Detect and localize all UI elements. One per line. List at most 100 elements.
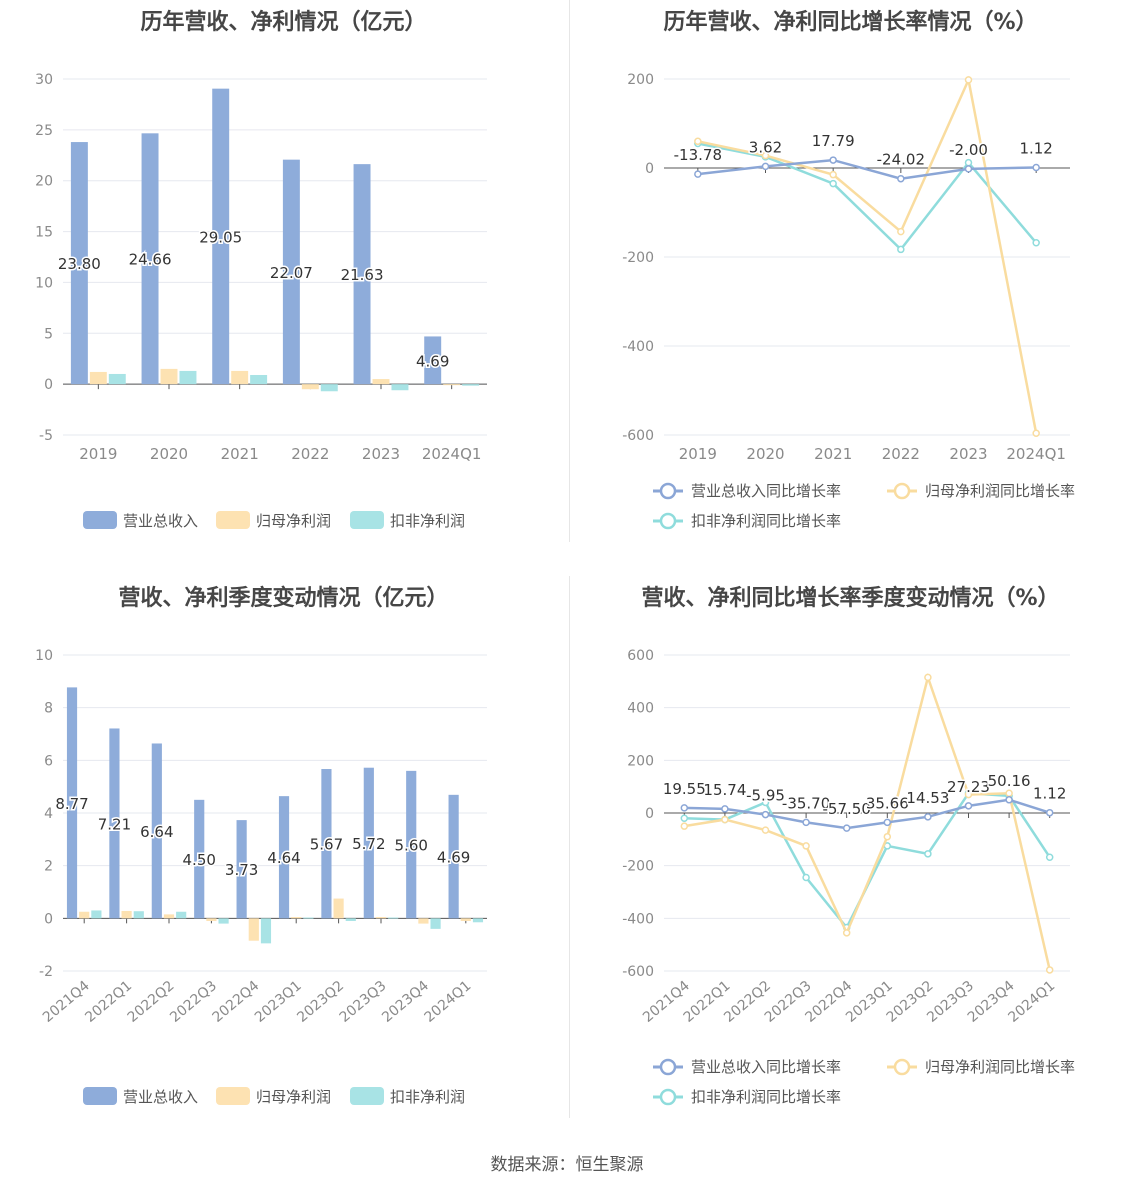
bar bbox=[460, 918, 471, 921]
legend-marker bbox=[659, 482, 677, 500]
legend-swatch bbox=[350, 511, 384, 529]
chart-title: 历年营收、净利情况（亿元） bbox=[140, 10, 427, 35]
bar bbox=[163, 914, 175, 919]
y-tick-label: 0 bbox=[645, 806, 654, 822]
data-point bbox=[897, 227, 905, 236]
data-point bbox=[883, 818, 892, 827]
data-label: 5.72 bbox=[352, 835, 385, 853]
bar bbox=[194, 799, 205, 919]
bar bbox=[250, 374, 268, 385]
data-label: 4.69 bbox=[437, 849, 470, 867]
data-point bbox=[680, 822, 689, 830]
bar bbox=[231, 370, 249, 385]
bar bbox=[291, 917, 302, 919]
x-tick-label: 2023 bbox=[362, 445, 400, 463]
data-label: -57.50 bbox=[823, 800, 871, 818]
data-point bbox=[964, 790, 973, 799]
data-point bbox=[761, 151, 770, 160]
annual-amount-chart: 30 25 20 15 10 5 0 -5 2019 2020 2021 2022 2023 2024Q1… bbox=[35, 72, 487, 530]
y-tick-label: 0 bbox=[645, 161, 654, 177]
bar bbox=[301, 384, 319, 390]
data-point bbox=[964, 802, 973, 810]
data-point bbox=[964, 165, 973, 173]
y-tick-label: -600 bbox=[622, 964, 654, 980]
legend-label: 营业总收入 bbox=[123, 512, 198, 530]
data-point bbox=[883, 832, 892, 841]
bar bbox=[278, 796, 290, 919]
x-tick-label: 2021Q4 bbox=[40, 978, 93, 1026]
bar bbox=[160, 368, 178, 385]
data-label: 15.74 bbox=[703, 781, 746, 799]
data-point bbox=[761, 810, 770, 819]
bar bbox=[151, 743, 162, 919]
data-point bbox=[802, 842, 810, 850]
data-label: 5.67 bbox=[310, 836, 343, 854]
x-tick-label: 2024Q1 bbox=[422, 445, 482, 463]
y-tick-label: -200 bbox=[622, 250, 654, 266]
series-line bbox=[697, 142, 1038, 252]
bar bbox=[121, 910, 132, 919]
bar bbox=[179, 370, 197, 385]
legend-marker bbox=[893, 482, 911, 500]
data-label: 22.07 bbox=[270, 264, 313, 282]
y-tick-label: 8 bbox=[44, 701, 53, 717]
data-label: 7.21 bbox=[98, 815, 131, 833]
legend-swatch bbox=[216, 1087, 250, 1105]
y-tick-label: 0 bbox=[44, 377, 53, 393]
data-point bbox=[964, 76, 973, 84]
x-tick-label: 2024Q1 bbox=[422, 978, 475, 1026]
legend-marker bbox=[659, 1088, 677, 1106]
y-tick-label: 30 bbox=[35, 72, 53, 88]
bar bbox=[260, 918, 272, 944]
y-tick-label: 0 bbox=[44, 911, 53, 927]
data-point bbox=[721, 815, 729, 824]
y-tick-label: 2 bbox=[44, 859, 53, 875]
legend-swatch bbox=[216, 511, 250, 529]
bar bbox=[206, 918, 217, 921]
legend-marker bbox=[659, 1058, 677, 1076]
bar bbox=[248, 918, 259, 941]
bar bbox=[333, 898, 344, 919]
data-point bbox=[924, 813, 932, 821]
y-tick-label: 200 bbox=[627, 753, 654, 769]
legend-label: 扣非净利润同比增长率 bbox=[691, 512, 841, 530]
y-tick-label: -200 bbox=[622, 859, 654, 875]
data-point bbox=[694, 137, 702, 146]
data-point bbox=[1032, 239, 1040, 247]
bar bbox=[176, 911, 187, 919]
bar bbox=[418, 918, 429, 924]
y-tick-label: -600 bbox=[622, 428, 654, 444]
legend-label: 营业总收入同比增长率 bbox=[691, 1058, 841, 1076]
data-label: 4.64 bbox=[267, 849, 300, 867]
y-tick-label: 400 bbox=[627, 701, 654, 717]
bar bbox=[424, 336, 442, 385]
data-label: 23.80 bbox=[58, 255, 101, 273]
bar bbox=[109, 728, 120, 919]
data-point bbox=[761, 798, 770, 807]
data-label: 4.69 bbox=[416, 352, 449, 370]
data-label: 1.12 bbox=[1019, 140, 1052, 158]
legend-marker bbox=[659, 512, 677, 530]
annual-growth-panel: 历年营收、净利同比增长率情况（%） 200 0 -200 -400 -600 2019 20… bbox=[567, 0, 1134, 576]
bar bbox=[89, 371, 107, 385]
x-tick-label: 2020 bbox=[746, 445, 784, 463]
y-tick-label: -400 bbox=[622, 911, 654, 927]
y-tick-label: 25 bbox=[35, 123, 53, 139]
data-point bbox=[1005, 796, 1013, 804]
data-point bbox=[924, 850, 932, 858]
legend-label: 扣非净利润 bbox=[390, 512, 465, 530]
y-tick-label: 10 bbox=[35, 275, 53, 291]
bar bbox=[472, 918, 484, 923]
legend-label: 营业总收入同比增长率 bbox=[691, 482, 841, 500]
data-point bbox=[964, 158, 973, 167]
chart-title: 营收、净利同比增长率季度变动情况（%） bbox=[641, 586, 1060, 611]
data-label: 50.16 bbox=[988, 772, 1031, 790]
bar bbox=[218, 918, 229, 924]
data-point bbox=[897, 174, 905, 183]
data-label: 35.66 bbox=[866, 794, 909, 812]
data-point bbox=[897, 245, 905, 254]
x-tick-label: 2022Q4 bbox=[210, 978, 263, 1026]
legend-label: 归母净利润同比增长率 bbox=[925, 482, 1075, 500]
bar bbox=[375, 917, 387, 919]
y-tick-label: 200 bbox=[627, 72, 654, 88]
